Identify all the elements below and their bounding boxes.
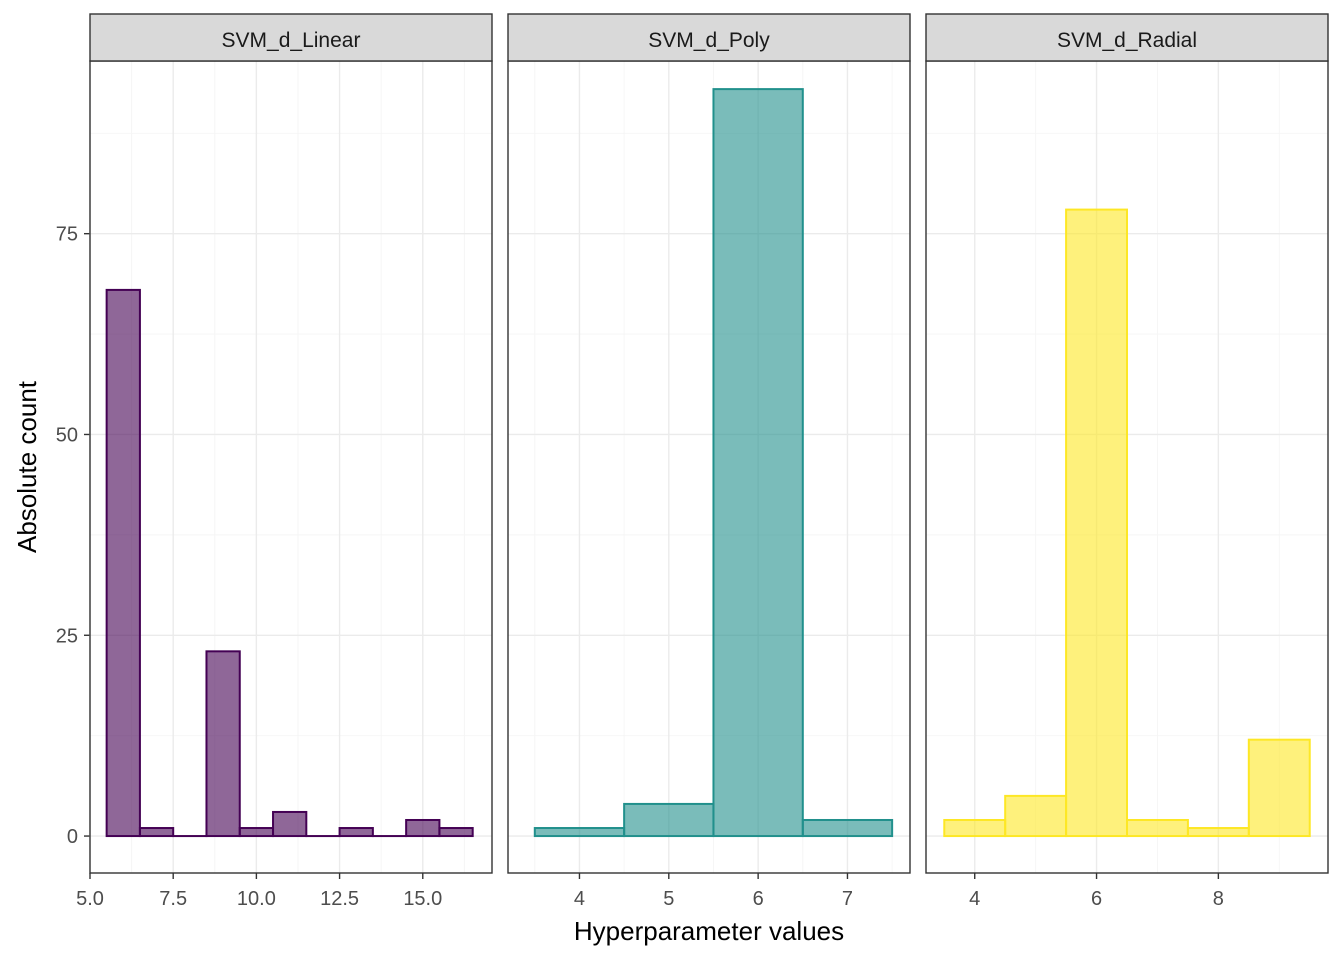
y-axis-title: Absolute count bbox=[12, 380, 42, 553]
histogram-bar bbox=[1186, 827, 1250, 838]
x-tick-label: 7 bbox=[842, 888, 853, 910]
x-tick-label: 7.5 bbox=[159, 888, 187, 910]
histogram-bar bbox=[205, 650, 241, 838]
x-tick-label: 8 bbox=[1213, 888, 1224, 910]
histogram-bar bbox=[138, 827, 175, 838]
histogram-bar bbox=[1004, 794, 1068, 838]
facet-strip-label: SVM_d_Radial bbox=[1057, 29, 1197, 52]
histogram-bar bbox=[1065, 208, 1129, 838]
x-axis-title: Hyperparameter values bbox=[574, 916, 844, 946]
histogram-bar bbox=[1247, 738, 1311, 838]
histogram-bar bbox=[238, 827, 275, 838]
facet-panel-svm-d-radial: SVM_d_Radial 4 6 8 bbox=[925, 13, 1329, 910]
histogram-bar bbox=[712, 88, 804, 838]
x-tick-label: 4 bbox=[574, 888, 585, 910]
x-tick-label: 4 bbox=[969, 888, 980, 910]
x-tick-label: 5 bbox=[663, 888, 674, 910]
facet-strip bbox=[89, 13, 493, 62]
histogram-bar bbox=[105, 288, 141, 838]
facet-strip-label: SVM_d_Linear bbox=[222, 29, 361, 52]
x-tick-label: 6 bbox=[753, 888, 764, 910]
facet-panel-svm-d-linear: SVM_d_Linear 5.0 7.5 10.0 12.5 15.0 bbox=[76, 13, 493, 910]
histogram-bar bbox=[1126, 818, 1189, 838]
panel-background bbox=[508, 61, 910, 873]
histogram-bar bbox=[438, 827, 474, 838]
facet-panel-svm-d-poly: SVM_d_Poly 4 5 6 7 bbox=[507, 13, 911, 910]
panel-background bbox=[90, 61, 492, 873]
histogram-bar bbox=[272, 810, 308, 838]
histogram-bar bbox=[801, 818, 894, 838]
x-tick-label: 15.0 bbox=[403, 888, 442, 910]
x-tick-label: 12.5 bbox=[320, 888, 359, 910]
histogram-bar bbox=[943, 818, 1007, 838]
y-tick-label: 25 bbox=[56, 625, 78, 647]
histogram-bar bbox=[405, 818, 441, 838]
histogram-bar bbox=[338, 827, 374, 838]
y-tick-label: 0 bbox=[67, 826, 78, 848]
histogram-bar bbox=[623, 802, 715, 838]
x-tick-label: 5.0 bbox=[76, 888, 104, 910]
x-tick-label: 6 bbox=[1091, 888, 1102, 910]
facet-strip bbox=[925, 13, 1329, 62]
y-tick-label: 50 bbox=[56, 424, 78, 446]
facet-strip bbox=[507, 13, 911, 62]
x-tick-label: 10.0 bbox=[237, 888, 276, 910]
histogram-bar bbox=[533, 827, 626, 838]
facet-strip-label: SVM_d_Poly bbox=[648, 29, 770, 52]
y-tick-label: 75 bbox=[56, 224, 78, 246]
